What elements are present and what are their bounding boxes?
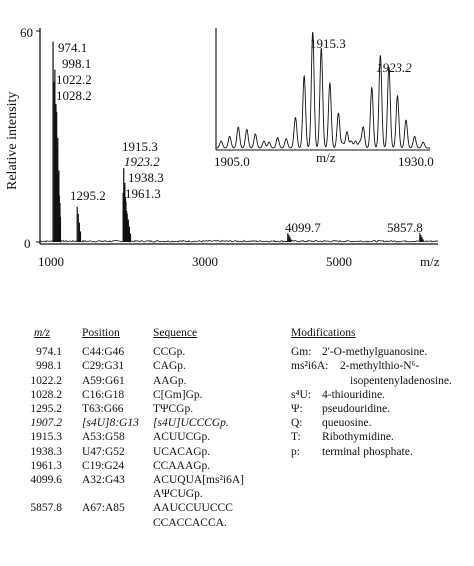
- inset-peak-label-1915: 1915.3: [310, 36, 346, 51]
- peak-label-4099: 4099.7: [285, 220, 321, 235]
- inset-trace-line: [216, 31, 430, 149]
- table-cell-mz: 1022.2: [30, 374, 62, 387]
- table-cell-mz: 1961.3: [30, 459, 62, 472]
- inset-panel: 1915.3 1923.2 1905.0 1930.0 m/z: [214, 28, 434, 169]
- table-cell-sequence: CCAAAGp.: [153, 459, 211, 472]
- table-cell-mz: 1938.3: [30, 445, 62, 458]
- table-cell-mz: 1295.2: [30, 403, 62, 415]
- inset-spectrum-trace: [216, 31, 430, 149]
- y-axis-label: Relative intensity: [5, 92, 20, 190]
- modification-code: Ψ:: [291, 403, 303, 415]
- peak-label-1923: 1923.2: [124, 154, 160, 169]
- inset-x-tick-label-1905: 1905.0: [214, 154, 250, 169]
- table-cell-sequence: AAUCCUUCCC: [153, 502, 233, 515]
- modification-code: ms²i6A:: [291, 360, 329, 373]
- table-cell-sequence: UCACAGp.: [153, 445, 211, 458]
- modification-description: 2'-O-methylguanosine.: [322, 346, 428, 359]
- modification-description: terminal phosphate.: [322, 445, 413, 458]
- header-modifications: Modifications: [291, 327, 356, 339]
- table-cell-position: A32:G43: [82, 474, 125, 486]
- peak-label-1961: 1961.3: [125, 186, 161, 201]
- modification-description: queuosine.: [322, 417, 372, 430]
- table-cell-mz: 1028.2: [30, 388, 62, 401]
- x-tick-label-3000: 3000: [192, 254, 218, 269]
- fragment-table: m/z Position Sequence 974.1 C44:G46 CCGp. 9…: [0, 326, 474, 566]
- y-tick-label-60: 60: [20, 25, 33, 40]
- modification-description: 2-methylthio-N⁶-: [340, 360, 420, 373]
- peak-label-1938: 1938.3: [128, 170, 164, 185]
- table-cell-position: C19:G24: [82, 459, 125, 472]
- modification-description: Ribothymidine.: [322, 431, 394, 444]
- x-axis-label: m/z: [420, 254, 440, 269]
- table-cell-mz: 998.1: [36, 360, 62, 373]
- peak-label-1022: 1022.2: [56, 72, 92, 87]
- table-cell-mz: 1915.3: [30, 431, 62, 444]
- modification-code: Gm:: [291, 346, 312, 359]
- inset-peak-label-1923: 1923.2: [376, 60, 412, 75]
- peak-label-1028: 1028.2: [56, 88, 92, 103]
- table-cell-sequence-cont: AΨCUGp.: [153, 488, 203, 501]
- table-cell-sequence: ACUQUA[ms²i6A]: [153, 474, 244, 486]
- table-cell-sequence: C[Gm]Gp.: [153, 388, 203, 401]
- table-cell-sequence-cont: CCACCACCA.: [153, 516, 227, 529]
- modification-code: p:: [291, 445, 300, 458]
- main-spectrum-peaks: [39, 41, 439, 243]
- x-tick-label-1000: 1000: [38, 254, 64, 269]
- table-cell-position: U47:G52: [82, 445, 125, 458]
- mass-spectrum-chart: 60 0 Relative intensity 1000 3000 5000 m…: [5, 25, 440, 269]
- table-cell-mz: 974.1: [36, 346, 62, 359]
- peak-label-1295: 1295.2: [70, 188, 106, 203]
- modification-description-cont: isopentenyladenosine.: [350, 374, 452, 387]
- peak-label-998: 998.1: [62, 56, 91, 71]
- table-cell-position: C29:G31: [82, 360, 125, 373]
- inset-x-tick-label-1930: 1930.0: [398, 154, 434, 169]
- header-sequence: Sequence: [153, 327, 198, 339]
- peak-label-1915: 1915.3: [122, 139, 158, 154]
- table-cell-sequence: [s4U]UCCCGp.: [153, 417, 229, 430]
- table-cell-position: A59:G61: [82, 374, 125, 387]
- modification-code: T:: [291, 431, 301, 444]
- header-mz: m/z: [34, 327, 50, 339]
- table-cell-sequence: CAGp.: [153, 360, 186, 373]
- modification-code: s⁴U:: [291, 388, 311, 401]
- table-cell-mz: 4099.6: [30, 474, 62, 486]
- modification-description: 4-thiouridine.: [322, 388, 385, 401]
- table-cell-position: A53:G58: [82, 431, 125, 444]
- mass-spectrum-figure: 60 0 Relative intensity 1000 3000 5000 m…: [5, 25, 440, 269]
- modification-code: Q:: [291, 417, 303, 430]
- table-cell-sequence: ACUUCGp.: [153, 431, 211, 444]
- peak-label-5857: 5857.8: [387, 220, 423, 235]
- table-cell-position: T63:G66: [82, 403, 124, 415]
- table-cell-sequence: AAGp.: [153, 374, 187, 387]
- modification-description: pseudouridine.: [322, 403, 391, 415]
- table-cell-position: A67:A85: [82, 502, 125, 515]
- y-tick-label-0: 0: [24, 236, 31, 251]
- header-position: Position: [82, 327, 120, 339]
- table-cell-position: C44:G46: [82, 346, 125, 359]
- inset-x-axis-label: m/z: [316, 150, 336, 165]
- table-cell-position: [s4U]8:G13: [82, 417, 139, 430]
- baseline-noise: [39, 239, 439, 243]
- table-cell-sequence: TΨCGp.: [153, 403, 194, 415]
- table-cell-position: C16:G18: [82, 388, 125, 401]
- table-cell-mz: 1907.2: [30, 417, 62, 430]
- peak-label-974: 974.1: [58, 40, 87, 55]
- table-cell-mz: 5857.8: [30, 502, 62, 515]
- table-cell-sequence: CCGp.: [153, 346, 186, 359]
- x-tick-label-5000: 5000: [326, 254, 352, 269]
